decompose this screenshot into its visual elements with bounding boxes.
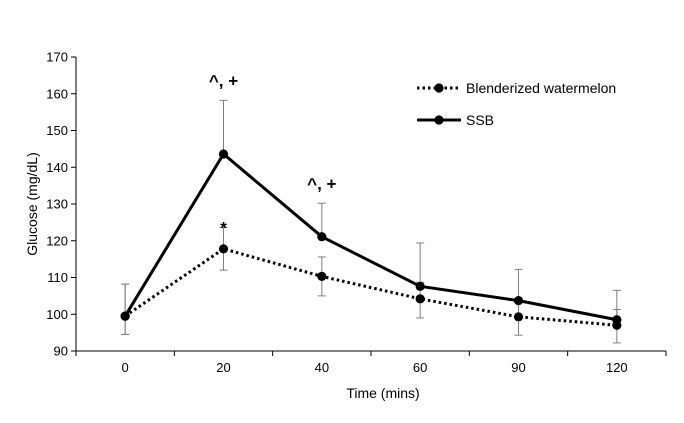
- series-line-watermelon: [124, 247, 617, 327]
- data-point-ssb: [415, 281, 425, 291]
- significance-marker: *: [220, 218, 227, 237]
- series-line-ssb: [123, 152, 618, 322]
- axes: 90 100 110 120 130 140 150 160 170 0 20 40 60 90 120: [46, 50, 667, 375]
- data-point-watermelon: [317, 271, 327, 281]
- significance-annotations: ^, + ^, + *: [209, 71, 337, 237]
- data-point-watermelon: [513, 312, 524, 322]
- legend-label-ssb: SSB: [466, 112, 494, 128]
- data-points: [120, 149, 622, 330]
- x-tick-label: 120: [606, 360, 628, 375]
- y-axis-title: Glucose (mg/dL): [24, 152, 40, 255]
- x-axis-title: Time (mins): [346, 385, 419, 401]
- data-point-ssb: [317, 232, 327, 242]
- data-point-ssb: [218, 149, 229, 159]
- data-point-watermelon: [218, 244, 229, 254]
- series-lines: [123, 152, 618, 327]
- x-tick-label: 0: [122, 360, 129, 375]
- x-tick-label: 60: [413, 360, 427, 375]
- y-tick-label: 160: [46, 86, 68, 101]
- y-tick-label: 130: [46, 197, 68, 212]
- x-tick-label: 90: [511, 360, 525, 375]
- x-tick-label: 40: [315, 360, 329, 375]
- y-tick-label: 120: [46, 233, 68, 248]
- y-tick-label: 170: [46, 50, 68, 65]
- legend-marker: [434, 83, 444, 93]
- legend-label-watermelon: Blenderized watermelon: [466, 80, 616, 96]
- legend-marker: [434, 115, 444, 125]
- significance-marker: ^, +: [209, 71, 238, 90]
- data-point-ssb: [120, 311, 130, 321]
- data-point-watermelon: [415, 294, 425, 304]
- legend: Blenderized watermelon SSB: [417, 80, 616, 128]
- x-tick-label: 20: [216, 360, 230, 375]
- y-tick-label: 150: [46, 123, 68, 138]
- data-point-ssb: [513, 296, 524, 306]
- y-tick-label: 140: [46, 160, 68, 175]
- y-tick-label: 110: [47, 270, 68, 285]
- y-tick-label: 100: [46, 307, 68, 322]
- significance-marker: ^, +: [307, 174, 336, 193]
- data-point-ssb: [612, 315, 622, 325]
- y-tick-label: 90: [54, 344, 68, 359]
